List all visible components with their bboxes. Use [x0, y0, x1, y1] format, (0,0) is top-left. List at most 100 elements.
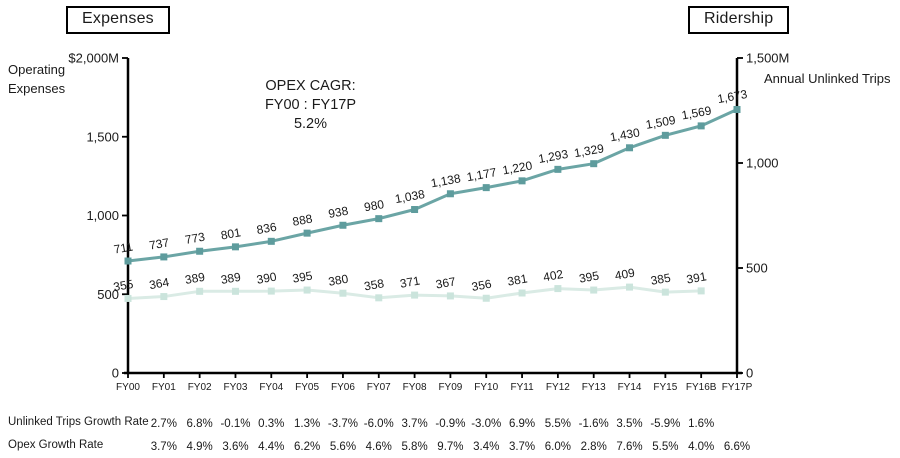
expenses-data-label: 773	[184, 230, 206, 247]
x-axis-category-label: FY07	[367, 382, 391, 393]
opex-growth-value: 6.6%	[724, 441, 750, 453]
ridership-data-label: 380	[327, 272, 349, 289]
expenses-data-point-marker	[590, 160, 598, 168]
ridership-data-label: 367	[435, 274, 457, 291]
ridership-data-point-marker	[518, 289, 526, 297]
expenses-data-point-marker	[124, 257, 132, 265]
expenses-data-label: 980	[363, 197, 385, 214]
ridership-data-point-marker	[160, 293, 168, 301]
x-axis-category-label: FY11	[510, 382, 534, 393]
expenses-data-label: 1,329	[573, 141, 605, 160]
x-axis-category-label: FY10	[474, 382, 498, 393]
left-axis-title-line2: Expenses	[8, 81, 66, 96]
left-axis-tick-label: 500	[97, 287, 119, 302]
left-axis-title-line1: Operating	[8, 62, 66, 77]
expenses-data-point-marker	[160, 253, 168, 261]
opex-growth-value: 4.6%	[366, 441, 392, 453]
expenses-data-label: 938	[327, 204, 349, 221]
opex-growth-value: 3.7%	[509, 441, 535, 453]
expenses-data-label: 1,038	[394, 187, 426, 206]
opex-growth-value: 2.8%	[581, 441, 607, 453]
cagr-line2: FY00 : FY17P	[264, 97, 357, 113]
x-axis-category-label: FY05	[295, 382, 319, 393]
unlinked-growth-value: -3.0%	[471, 418, 501, 430]
expenses-data-label: 1,569	[680, 103, 712, 122]
ridership-data-point-marker	[411, 291, 419, 299]
right-axis-title: Annual Unlinked Trips	[764, 71, 891, 86]
ridership-data-point-marker	[482, 294, 490, 302]
ridership-data-point-marker	[375, 294, 383, 302]
x-axis-category-label: FY09	[438, 382, 462, 393]
ridership-data-label: 356	[470, 277, 492, 294]
expenses-data-label: 836	[256, 220, 278, 237]
expenses-data-point-marker	[482, 184, 490, 192]
unlinked-growth-value: 1.6%	[688, 418, 714, 430]
ridership-data-label: 381	[506, 271, 528, 288]
ridership-data-point-marker	[196, 287, 204, 295]
left-axis-tick-label: 1,500	[86, 129, 119, 144]
left-axis-tick-label: 0	[112, 366, 119, 381]
ridership-data-label: 391	[685, 269, 707, 286]
expenses-data-label: 1,220	[501, 158, 533, 177]
x-axis-category-label: FY02	[188, 382, 212, 393]
left-axis-tick-label: $2,000M	[68, 51, 119, 66]
ridership-data-label: 358	[363, 276, 385, 293]
expenses-data-point-marker	[411, 206, 419, 214]
expenses-data-point-marker	[267, 237, 275, 245]
ridership-data-point-marker	[267, 287, 275, 295]
opex-growth-value: 3.6%	[222, 441, 248, 453]
expenses-data-label: 1,509	[645, 113, 677, 132]
x-axis-category-label: FY14	[618, 382, 642, 393]
opex-growth-value: 3.4%	[473, 441, 499, 453]
unlinked-growth-value: -1.6%	[579, 418, 609, 430]
ridership-data-point-marker	[590, 286, 598, 294]
opex-growth-value: 6.0%	[545, 441, 571, 453]
cagr-annotation: OPEX CAGR: FY00 : FY17P 5.2%	[228, 77, 393, 134]
ridership-title-box: Ridership	[688, 6, 790, 34]
cagr-line1: OPEX CAGR:	[265, 78, 356, 94]
left-axis-tick-label: 1,000	[86, 208, 119, 223]
ridership-data-point-marker	[303, 286, 311, 294]
unlinked-growth-value: 3.5%	[616, 418, 642, 430]
opex-growth-value: 4.0%	[688, 441, 714, 453]
opex-growth-value: 5.6%	[330, 441, 356, 453]
ridership-data-point-marker	[124, 294, 132, 302]
opex-growth-value: 7.6%	[616, 441, 642, 453]
unlinked-growth-value: -0.1%	[220, 418, 250, 430]
expenses-data-point-marker	[697, 122, 705, 130]
ridership-data-label: 395	[578, 268, 600, 285]
ridership-data-label: 402	[542, 267, 564, 284]
ridership-data-label: 385	[650, 271, 672, 288]
unlinked-growth-value: 0.3%	[258, 418, 284, 430]
right-axis-tick-label: 0	[746, 366, 753, 381]
ridership-data-point-marker	[554, 285, 562, 293]
opex-growth-value: 4.4%	[258, 441, 284, 453]
expenses-data-point-marker	[733, 106, 741, 114]
unlinked-growth-value: 5.5%	[545, 418, 571, 430]
ridership-data-point-marker	[339, 289, 347, 297]
unlinked-growth-value: -0.9%	[435, 418, 465, 430]
ridership-data-point-marker	[661, 288, 669, 296]
unlinked-growth-value: 1.3%	[294, 418, 320, 430]
unlinked-growth-value: -6.0%	[364, 418, 394, 430]
x-axis-category-label: FY12	[546, 382, 570, 393]
x-axis-category-label: FY06	[331, 382, 355, 393]
expenses-data-label: 1,673	[716, 87, 748, 106]
x-axis-category-label: FY08	[403, 382, 427, 393]
right-axis-tick-label: 500	[746, 261, 768, 276]
ridership-data-label: 371	[399, 273, 421, 290]
ridership-data-label: 395	[291, 268, 313, 285]
expenses-data-point-marker	[339, 221, 347, 229]
expenses-data-point-marker	[196, 247, 204, 255]
expenses-data-point-marker	[303, 229, 311, 237]
expenses-line	[127, 108, 738, 263]
expenses-data-label: 711	[113, 239, 135, 256]
unlinked-growth-value: 2.7%	[151, 418, 177, 430]
opex-growth-value: 4.9%	[187, 441, 213, 453]
expenses-title-label: Expenses	[82, 10, 154, 27]
x-axis-category-label: FY01	[152, 382, 176, 393]
x-axis-category-label: FY00	[116, 382, 140, 393]
unlinked-growth-value: 6.8%	[187, 418, 213, 430]
